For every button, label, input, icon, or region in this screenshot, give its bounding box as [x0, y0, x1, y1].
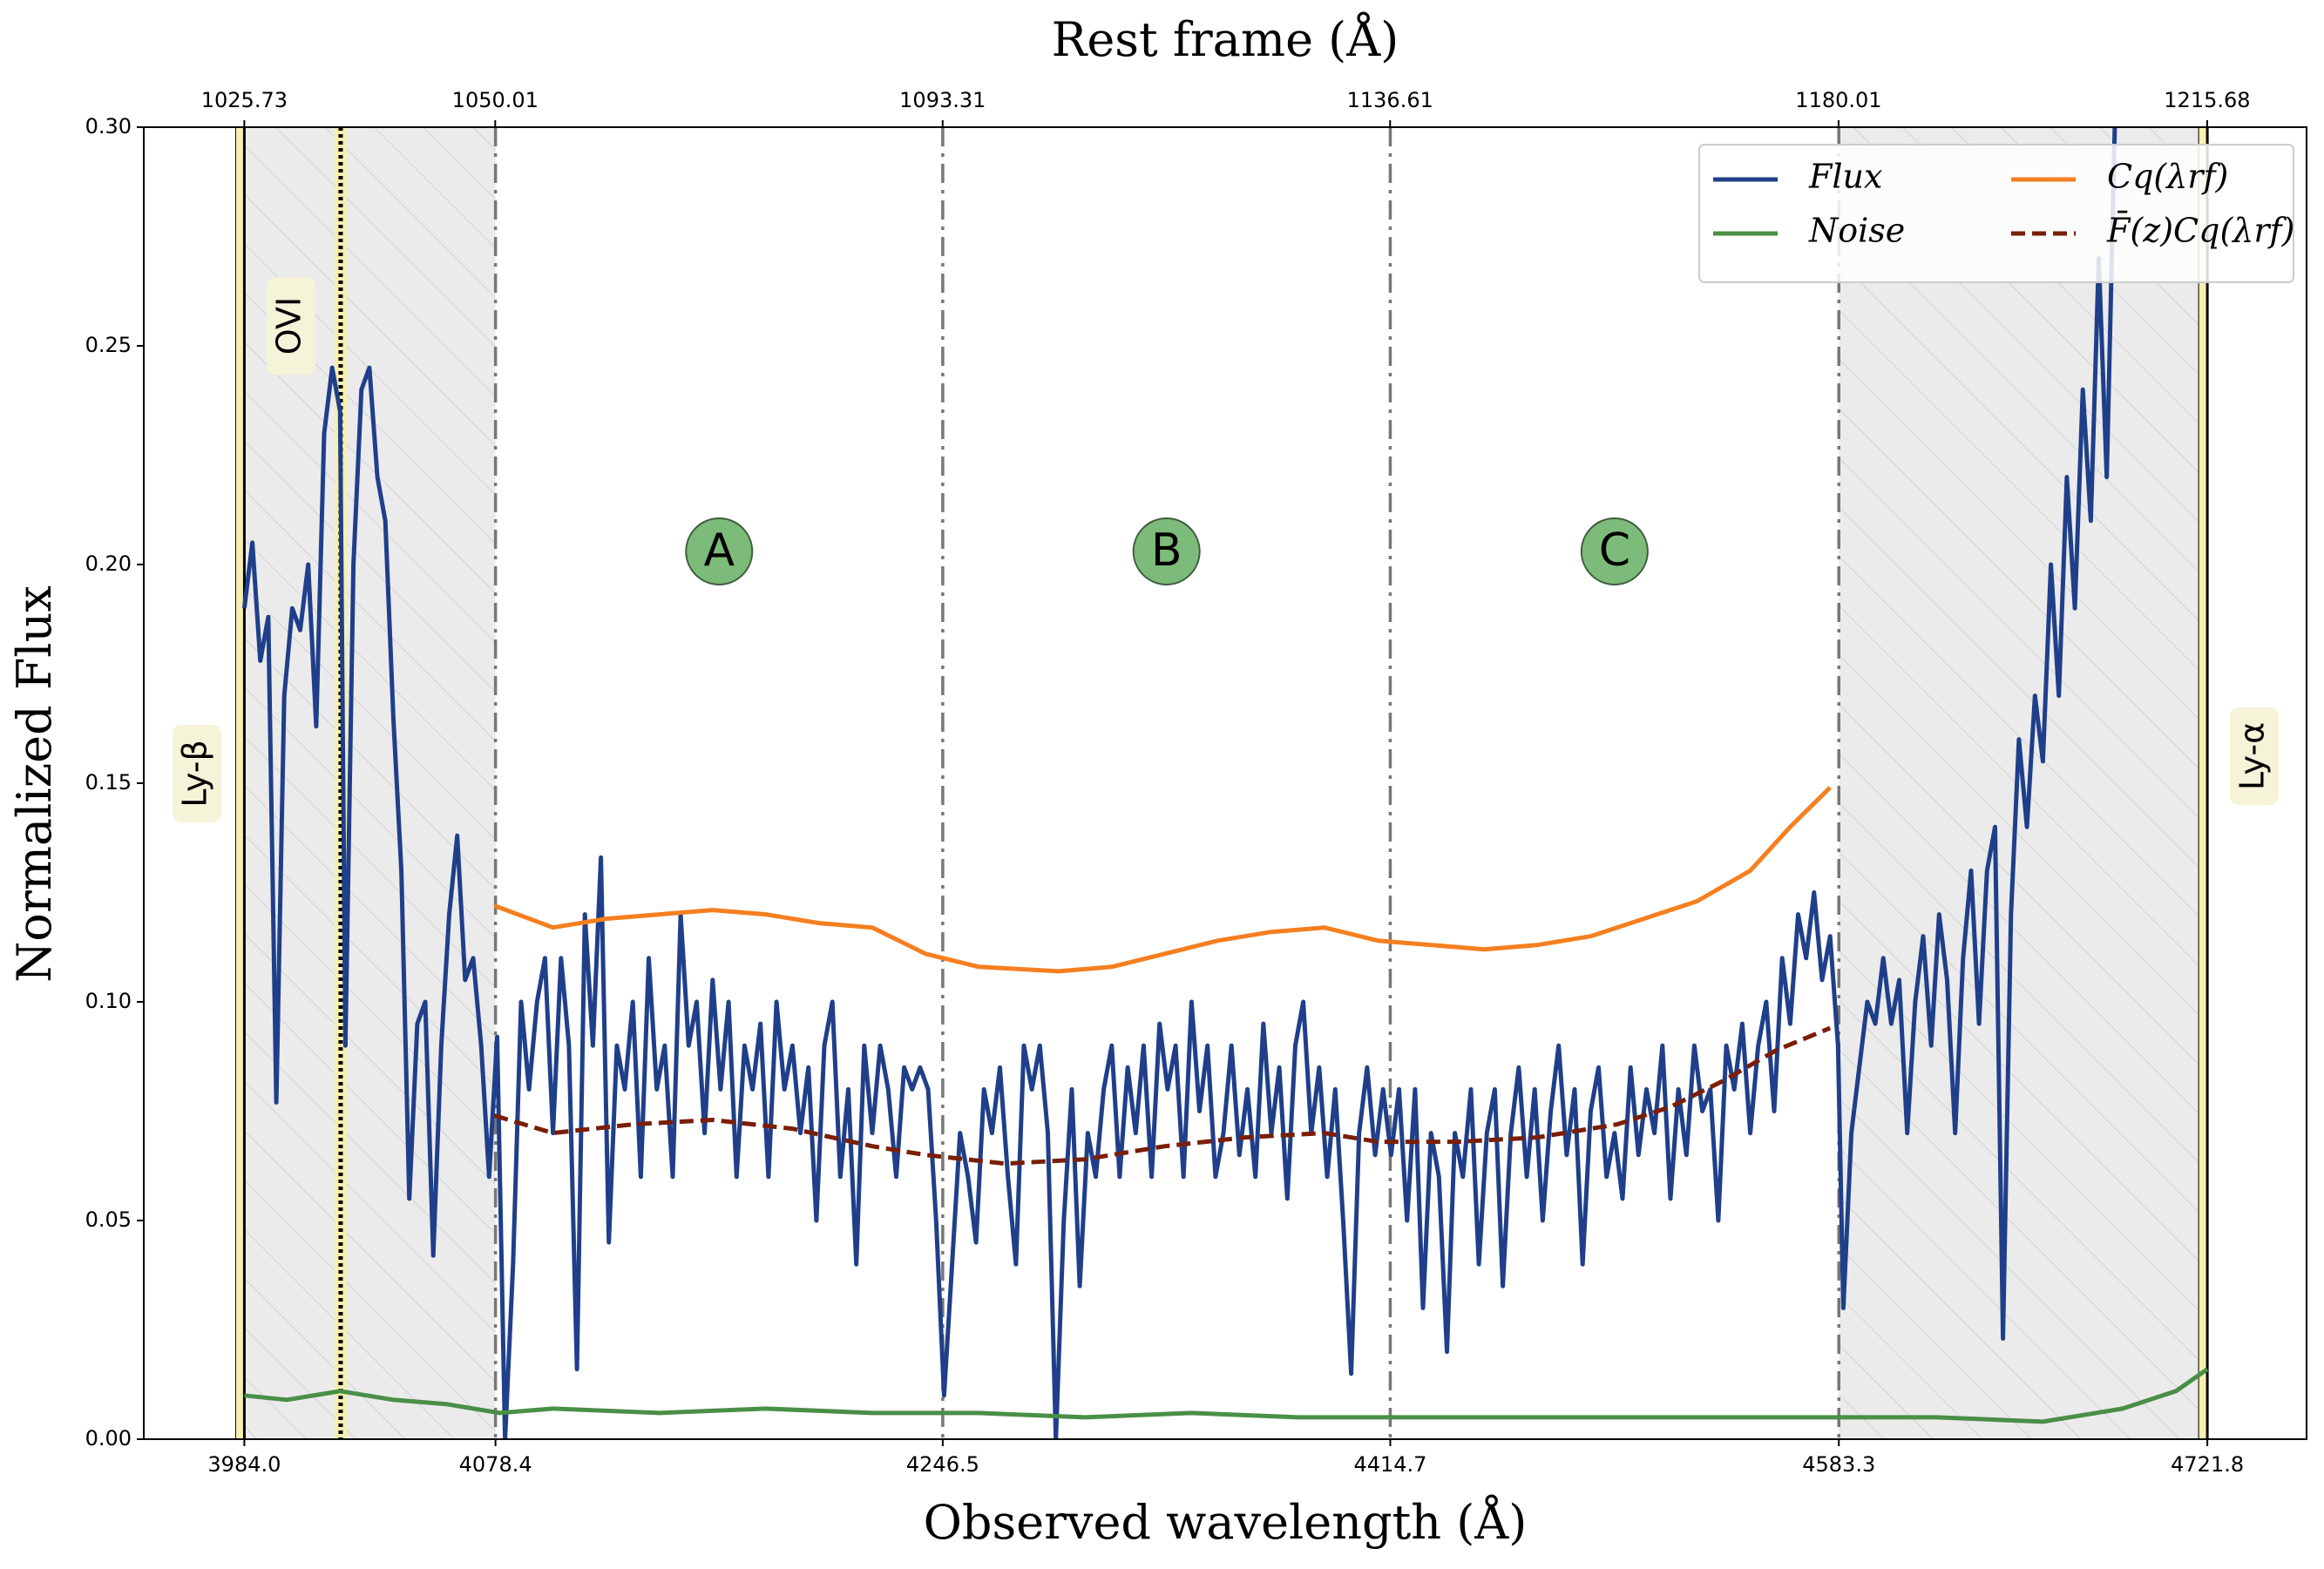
region-marker — [1580, 517, 1649, 585]
plot-area — [241, 127, 2209, 1439]
label-box — [173, 725, 221, 822]
line-label: OVI — [270, 297, 308, 355]
region-label: C — [1599, 524, 1630, 577]
region-marker — [1132, 517, 1201, 585]
y-tick-label: 0.30 — [85, 114, 132, 139]
x2-tick-label: 1093.31 — [899, 88, 986, 112]
region-label: B — [1151, 524, 1182, 577]
y-tick-label: 0.20 — [85, 551, 132, 576]
y-tick-label: 0.15 — [85, 770, 132, 795]
series-line — [241, 127, 2117, 1439]
x-tick-label: 4721.8 — [2171, 1452, 2244, 1477]
x2-tick-label: 1180.01 — [1795, 88, 1881, 112]
x-tick-label: 4414.7 — [1353, 1452, 1426, 1477]
series-line — [244, 1367, 2209, 1424]
series-line — [493, 786, 1832, 974]
y-tick-label: 0.05 — [85, 1207, 132, 1232]
x-tick-label: 3984.0 — [207, 1452, 281, 1477]
background-layer — [234, 126, 2209, 1440]
label-box — [2230, 707, 2279, 805]
y-tick-label: 0.25 — [85, 333, 132, 357]
legend-label: Noise — [1808, 212, 1905, 250]
legend-label: Flux — [1808, 158, 1882, 196]
top-axis-title: Rest frame (Å) — [1052, 10, 1399, 67]
legend-box — [1698, 144, 2294, 283]
series-line — [493, 1025, 1832, 1167]
x-tick-label: 4246.5 — [906, 1452, 979, 1477]
line-label: Ly-α — [2233, 722, 2272, 790]
line-label: Ly-β — [176, 740, 214, 807]
x-tick-label: 4078.4 — [459, 1452, 532, 1477]
x2-tick-label: 1050.01 — [452, 88, 539, 112]
y-tick-label: 0.00 — [85, 1426, 132, 1451]
y-axis-title: Normalized Flux — [7, 585, 62, 983]
x-axis-title: Observed wavelength (Å) — [924, 1493, 1528, 1550]
region-label: A — [703, 524, 735, 577]
x2-tick-label: 1136.61 — [1347, 88, 1433, 112]
x-tick-label: 4583.3 — [1802, 1452, 1875, 1477]
legend-label: Cq(λrf) — [2107, 158, 2228, 196]
x2-tick-label: 1215.68 — [2164, 88, 2250, 112]
label-box — [267, 277, 315, 375]
legend-label: F̄(z)Cq(λrf) — [2106, 212, 2294, 250]
x2-tick-label: 1025.73 — [201, 88, 288, 112]
plot-frame — [143, 126, 2307, 1440]
y-tick-label: 0.10 — [85, 989, 132, 1013]
foreground-layer: 3984.0 4078.4 4246.5 4414.7 4583.3 4721.8 1025… — [85, 88, 2295, 1477]
region-marker — [685, 517, 754, 585]
